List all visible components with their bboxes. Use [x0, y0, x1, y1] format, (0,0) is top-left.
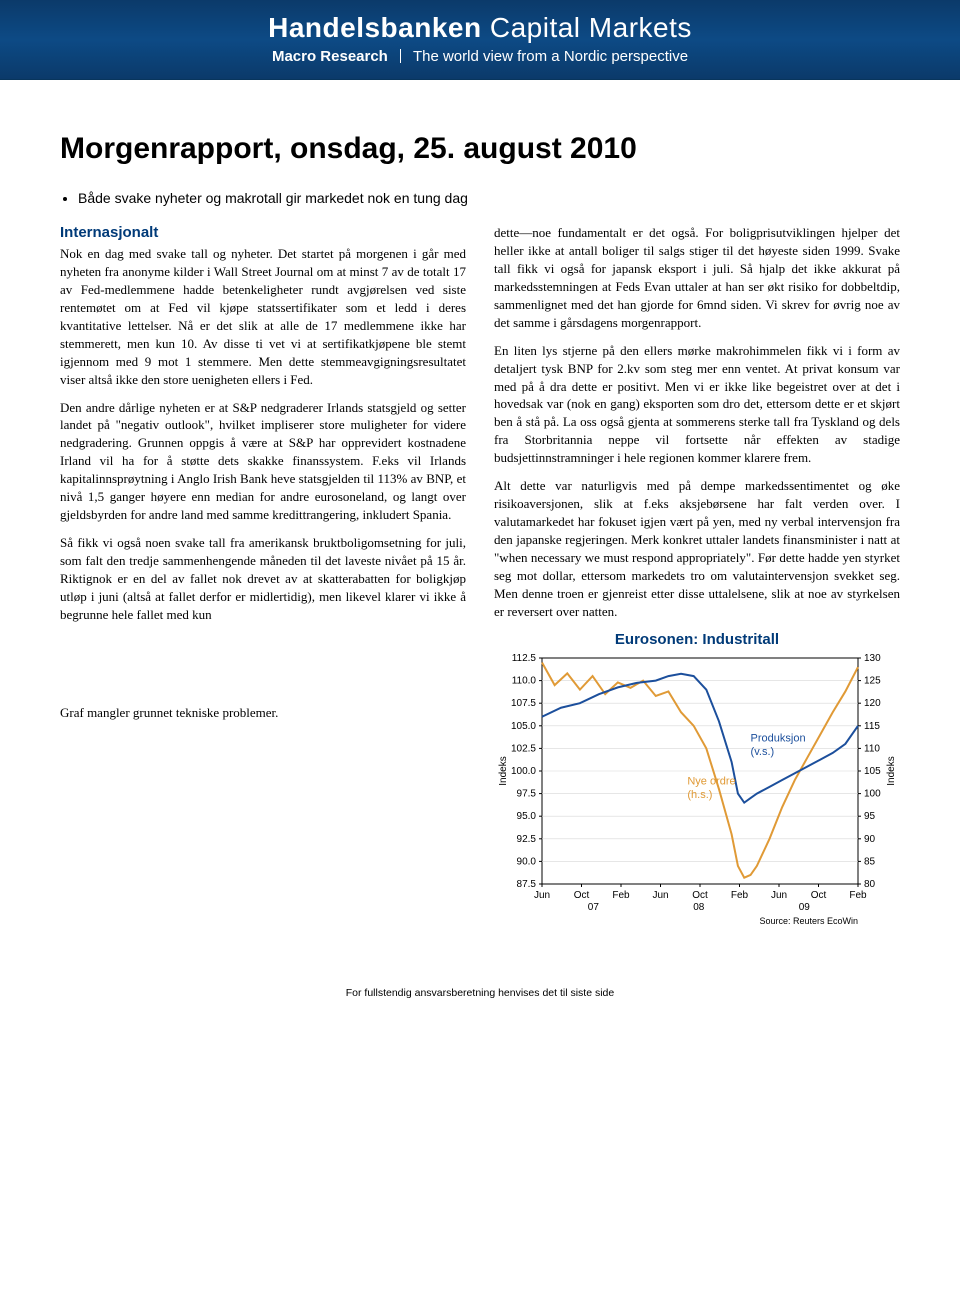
left-note: Graf mangler grunnet tekniske problemer. [60, 704, 466, 722]
svg-text:87.5: 87.5 [517, 879, 537, 890]
bullet-item: Både svake nyheter og makrotall gir mark… [78, 190, 900, 206]
svg-text:Jun: Jun [534, 890, 550, 901]
svg-text:07: 07 [588, 902, 600, 913]
banner-inner: Handelsbanken Capital Markets Macro Rese… [0, 12, 960, 65]
svg-text:100.0: 100.0 [511, 766, 536, 777]
banner-title: Handelsbanken Capital Markets [40, 12, 920, 44]
svg-text:90.0: 90.0 [517, 856, 537, 867]
brand-rest: Capital Markets [482, 12, 692, 43]
svg-text:Feb: Feb [849, 890, 867, 901]
svg-text:92.5: 92.5 [517, 833, 537, 844]
right-column: dette—noe fundamentalt er det også. For … [494, 224, 900, 937]
svg-text:Feb: Feb [612, 890, 630, 901]
svg-text:95.0: 95.0 [517, 811, 537, 822]
svg-text:Indeks: Indeks [498, 756, 509, 785]
svg-text:(h.s.): (h.s.) [687, 789, 712, 801]
svg-text:102.5: 102.5 [511, 743, 536, 754]
svg-text:Feb: Feb [731, 890, 749, 901]
svg-text:90: 90 [864, 833, 876, 844]
brand-bold: Handelsbanken [268, 12, 481, 43]
svg-text:100: 100 [864, 788, 881, 799]
para: En liten lys stjerne på den ellers mørke… [494, 342, 900, 468]
banner-sub-left: Macro Research [272, 48, 388, 65]
svg-text:Produksjon: Produksjon [751, 732, 806, 744]
left-body: Nok en dag med svake tall og nyheter. De… [60, 245, 466, 624]
svg-text:85: 85 [864, 856, 876, 867]
divider-icon [400, 49, 401, 63]
footer: For fullstendig ansvarsberetning henvise… [60, 987, 900, 999]
svg-text:Oct: Oct [574, 890, 590, 901]
right-body: dette—noe fundamentalt er det også. For … [494, 224, 900, 621]
banner-sub-right: The world view from a Nordic perspective [413, 48, 688, 65]
bullet-list: Både svake nyheter og makrotall gir mark… [78, 190, 900, 206]
banner: Handelsbanken Capital Markets Macro Rese… [0, 0, 960, 80]
svg-text:Indeks: Indeks [886, 756, 897, 785]
svg-text:Oct: Oct [811, 890, 827, 901]
para: Den andre dårlige nyheten er at S&P nedg… [60, 399, 466, 525]
para: Nok en dag med svake tall og nyheter. De… [60, 245, 466, 389]
svg-text:Jun: Jun [771, 890, 787, 901]
banner-sub: Macro Research The world view from a Nor… [40, 48, 920, 65]
svg-text:Jun: Jun [652, 890, 668, 901]
chart-title: Eurosonen: Industritall [494, 631, 900, 648]
svg-text:Oct: Oct [692, 890, 708, 901]
svg-text:105: 105 [864, 766, 881, 777]
svg-text:115: 115 [864, 720, 880, 731]
svg-text:107.5: 107.5 [511, 698, 536, 709]
svg-text:09: 09 [799, 902, 811, 913]
svg-text:95: 95 [864, 811, 876, 822]
svg-text:97.5: 97.5 [517, 788, 537, 799]
para: dette—noe fundamentalt er det også. For … [494, 224, 900, 332]
svg-text:110: 110 [864, 743, 880, 754]
svg-text:105.0: 105.0 [511, 720, 536, 731]
para: Alt dette var naturligvis med på dempe m… [494, 477, 900, 621]
left-column: Internasjonalt Nok en dag med svake tall… [60, 224, 466, 937]
columns: Internasjonalt Nok en dag med svake tall… [60, 224, 900, 937]
chart-svg: 112.5 130 110.0 125 107.5 120 105.0 115 102.5 110… [494, 652, 904, 932]
svg-text:112.5: 112.5 [512, 653, 537, 664]
para: Så fikk vi også noen svake tall fra amer… [60, 534, 466, 624]
svg-text:125: 125 [864, 675, 881, 686]
svg-text:80: 80 [864, 879, 876, 890]
page-title: Morgenrapport, onsdag, 25. august 2010 [60, 132, 900, 166]
svg-text:Nye ordre: Nye ordre [687, 775, 735, 787]
chart-container: Eurosonen: Industritall 112.5 130 110.0 125… [494, 631, 900, 937]
svg-text:Source: Reuters EcoWin: Source: Reuters EcoWin [759, 916, 858, 926]
svg-text:110.0: 110.0 [512, 675, 537, 686]
svg-text:(v.s.): (v.s.) [751, 746, 775, 758]
page: Morgenrapport, onsdag, 25. august 2010 B… [0, 80, 960, 1029]
svg-text:08: 08 [693, 902, 705, 913]
svg-text:130: 130 [864, 653, 881, 664]
svg-text:120: 120 [864, 698, 881, 709]
section-head: Internasjonalt [60, 224, 466, 241]
